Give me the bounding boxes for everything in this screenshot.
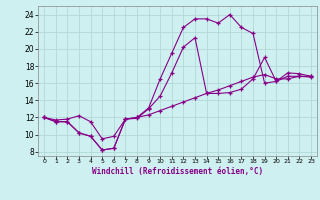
X-axis label: Windchill (Refroidissement éolien,°C): Windchill (Refroidissement éolien,°C) (92, 167, 263, 176)
